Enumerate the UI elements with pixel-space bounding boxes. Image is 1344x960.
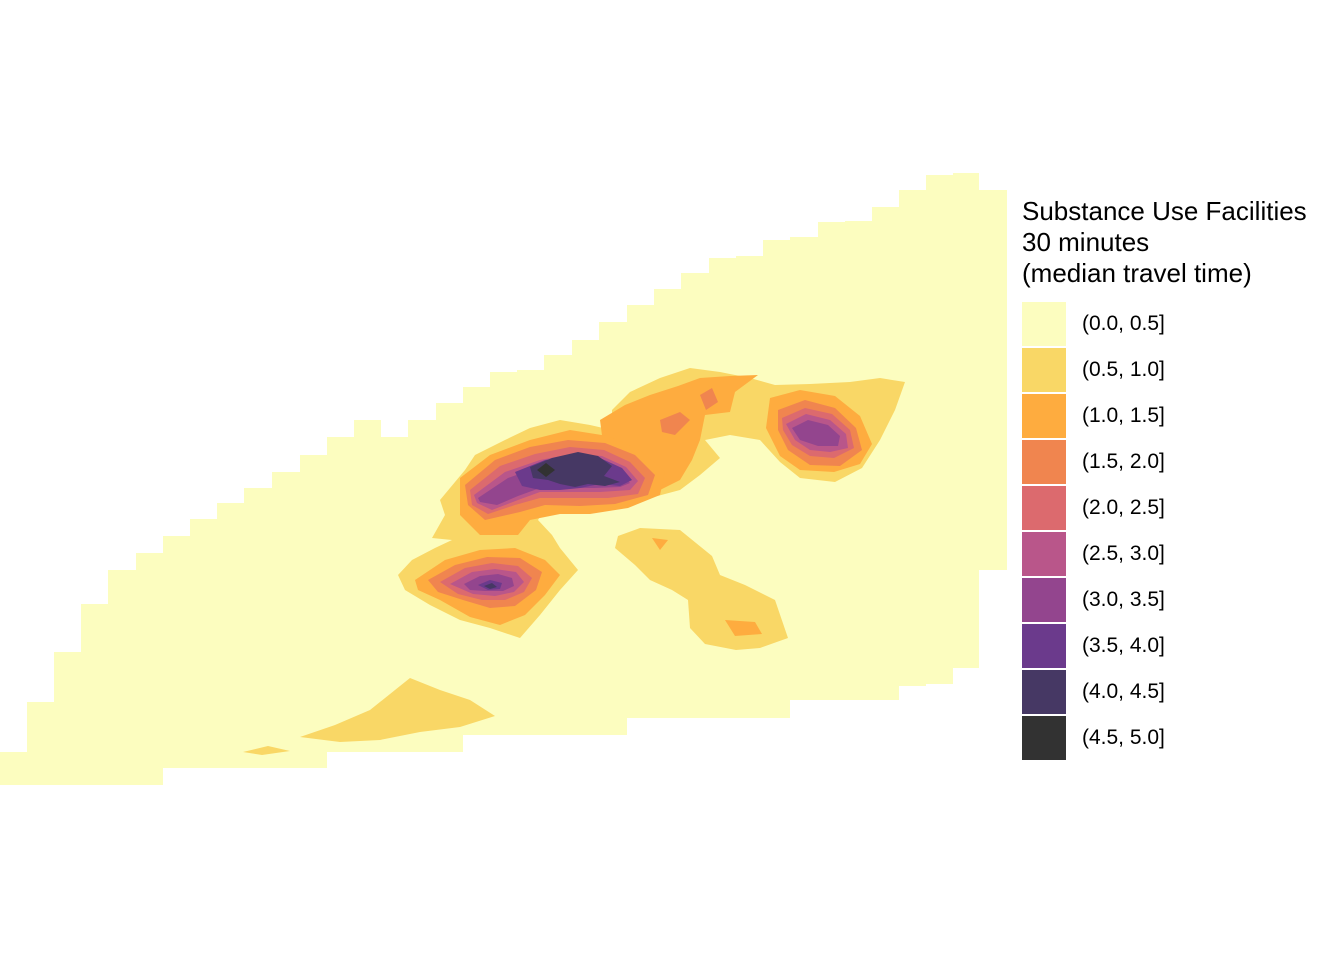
legend-swatch: [1022, 394, 1066, 438]
legend-swatch: [1022, 486, 1066, 530]
legend-label: (3.0, 3.5]: [1082, 588, 1165, 612]
legend-label: (3.5, 4.0]: [1082, 634, 1165, 658]
legend-item-4-5-5-0: (4.5, 5.0]: [1022, 715, 1344, 761]
legend-title-line-3: (median travel time): [1022, 258, 1344, 289]
legend-swatch: [1022, 624, 1066, 668]
legend-swatch: [1022, 440, 1066, 484]
legend-title: Substance Use Facilities 30 minutes (med…: [1022, 196, 1344, 289]
legend-label: (0.0, 0.5]: [1082, 312, 1165, 336]
legend-item-1-0-1-5: (1.0, 1.5]: [1022, 393, 1344, 439]
legend-item-2-0-2-5: (2.0, 2.5]: [1022, 485, 1344, 531]
legend-label: (2.5, 3.0]: [1082, 542, 1165, 566]
legend-item-3-5-4-0: (3.5, 4.0]: [1022, 623, 1344, 669]
legend-item-0-5-1-0: (0.5, 1.0]: [1022, 347, 1344, 393]
legend-label: (4.5, 5.0]: [1082, 726, 1165, 750]
legend-title-line-1: Substance Use Facilities: [1022, 196, 1344, 227]
legend-item-2-5-3-0: (2.5, 3.0]: [1022, 531, 1344, 577]
legend-label: (4.0, 4.5]: [1082, 680, 1165, 704]
legend: Substance Use Facilities 30 minutes (med…: [1022, 196, 1344, 761]
legend-item-0-0-0-5: (0.0, 0.5]: [1022, 301, 1344, 347]
legend-items: (0.0, 0.5] (0.5, 1.0] (1.0, 1.5] (1.5, 2…: [1022, 301, 1344, 761]
legend-swatch: [1022, 532, 1066, 576]
legend-label: (1.5, 2.0]: [1082, 450, 1165, 474]
legend-swatch: [1022, 670, 1066, 714]
legend-item-3-0-3-5: (3.0, 3.5]: [1022, 577, 1344, 623]
legend-swatch: [1022, 578, 1066, 622]
legend-swatch: [1022, 302, 1066, 346]
legend-label: (0.5, 1.0]: [1082, 358, 1165, 382]
legend-label: (2.0, 2.5]: [1082, 496, 1165, 520]
legend-title-line-2: 30 minutes: [1022, 227, 1344, 258]
travel-time-map: [0, 0, 1010, 960]
legend-label: (1.0, 1.5]: [1082, 404, 1165, 428]
legend-item-1-5-2-0: (1.5, 2.0]: [1022, 439, 1344, 485]
legend-item-4-0-4-5: (4.0, 4.5]: [1022, 669, 1344, 715]
legend-swatch: [1022, 716, 1066, 760]
legend-swatch: [1022, 348, 1066, 392]
